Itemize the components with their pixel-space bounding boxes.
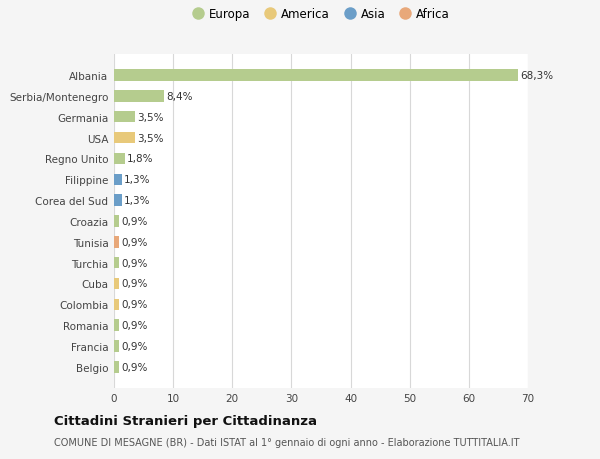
Text: 0,9%: 0,9% <box>122 341 148 351</box>
Text: 0,9%: 0,9% <box>122 362 148 372</box>
Text: 1,8%: 1,8% <box>127 154 154 164</box>
Text: 1,3%: 1,3% <box>124 196 151 206</box>
Text: 0,9%: 0,9% <box>122 258 148 268</box>
Bar <box>114 70 518 82</box>
Bar <box>114 320 119 331</box>
Text: Cittadini Stranieri per Cittadinanza: Cittadini Stranieri per Cittadinanza <box>54 414 317 428</box>
Text: 3,5%: 3,5% <box>137 112 164 123</box>
Bar <box>114 133 134 144</box>
Bar <box>114 216 119 227</box>
Bar <box>114 91 164 102</box>
Bar <box>114 236 119 248</box>
Text: 1,3%: 1,3% <box>124 175 151 185</box>
Legend: Europa, America, Asia, Africa: Europa, America, Asia, Africa <box>193 8 449 21</box>
Bar <box>114 195 122 207</box>
Bar <box>114 174 122 185</box>
Text: 0,9%: 0,9% <box>122 217 148 226</box>
Text: 8,4%: 8,4% <box>166 92 193 102</box>
Bar <box>114 341 119 352</box>
Text: 0,9%: 0,9% <box>122 237 148 247</box>
Text: 3,5%: 3,5% <box>137 133 164 143</box>
Bar <box>114 112 134 123</box>
Text: 0,9%: 0,9% <box>122 300 148 310</box>
Bar <box>114 299 119 310</box>
Text: 68,3%: 68,3% <box>520 71 553 81</box>
Bar <box>114 361 119 373</box>
Bar <box>114 153 125 165</box>
Text: COMUNE DI MESAGNE (BR) - Dati ISTAT al 1° gennaio di ogni anno - Elaborazione TU: COMUNE DI MESAGNE (BR) - Dati ISTAT al 1… <box>54 437 520 447</box>
Bar <box>114 278 119 290</box>
Text: 0,9%: 0,9% <box>122 320 148 330</box>
Bar <box>114 257 119 269</box>
Text: 0,9%: 0,9% <box>122 279 148 289</box>
